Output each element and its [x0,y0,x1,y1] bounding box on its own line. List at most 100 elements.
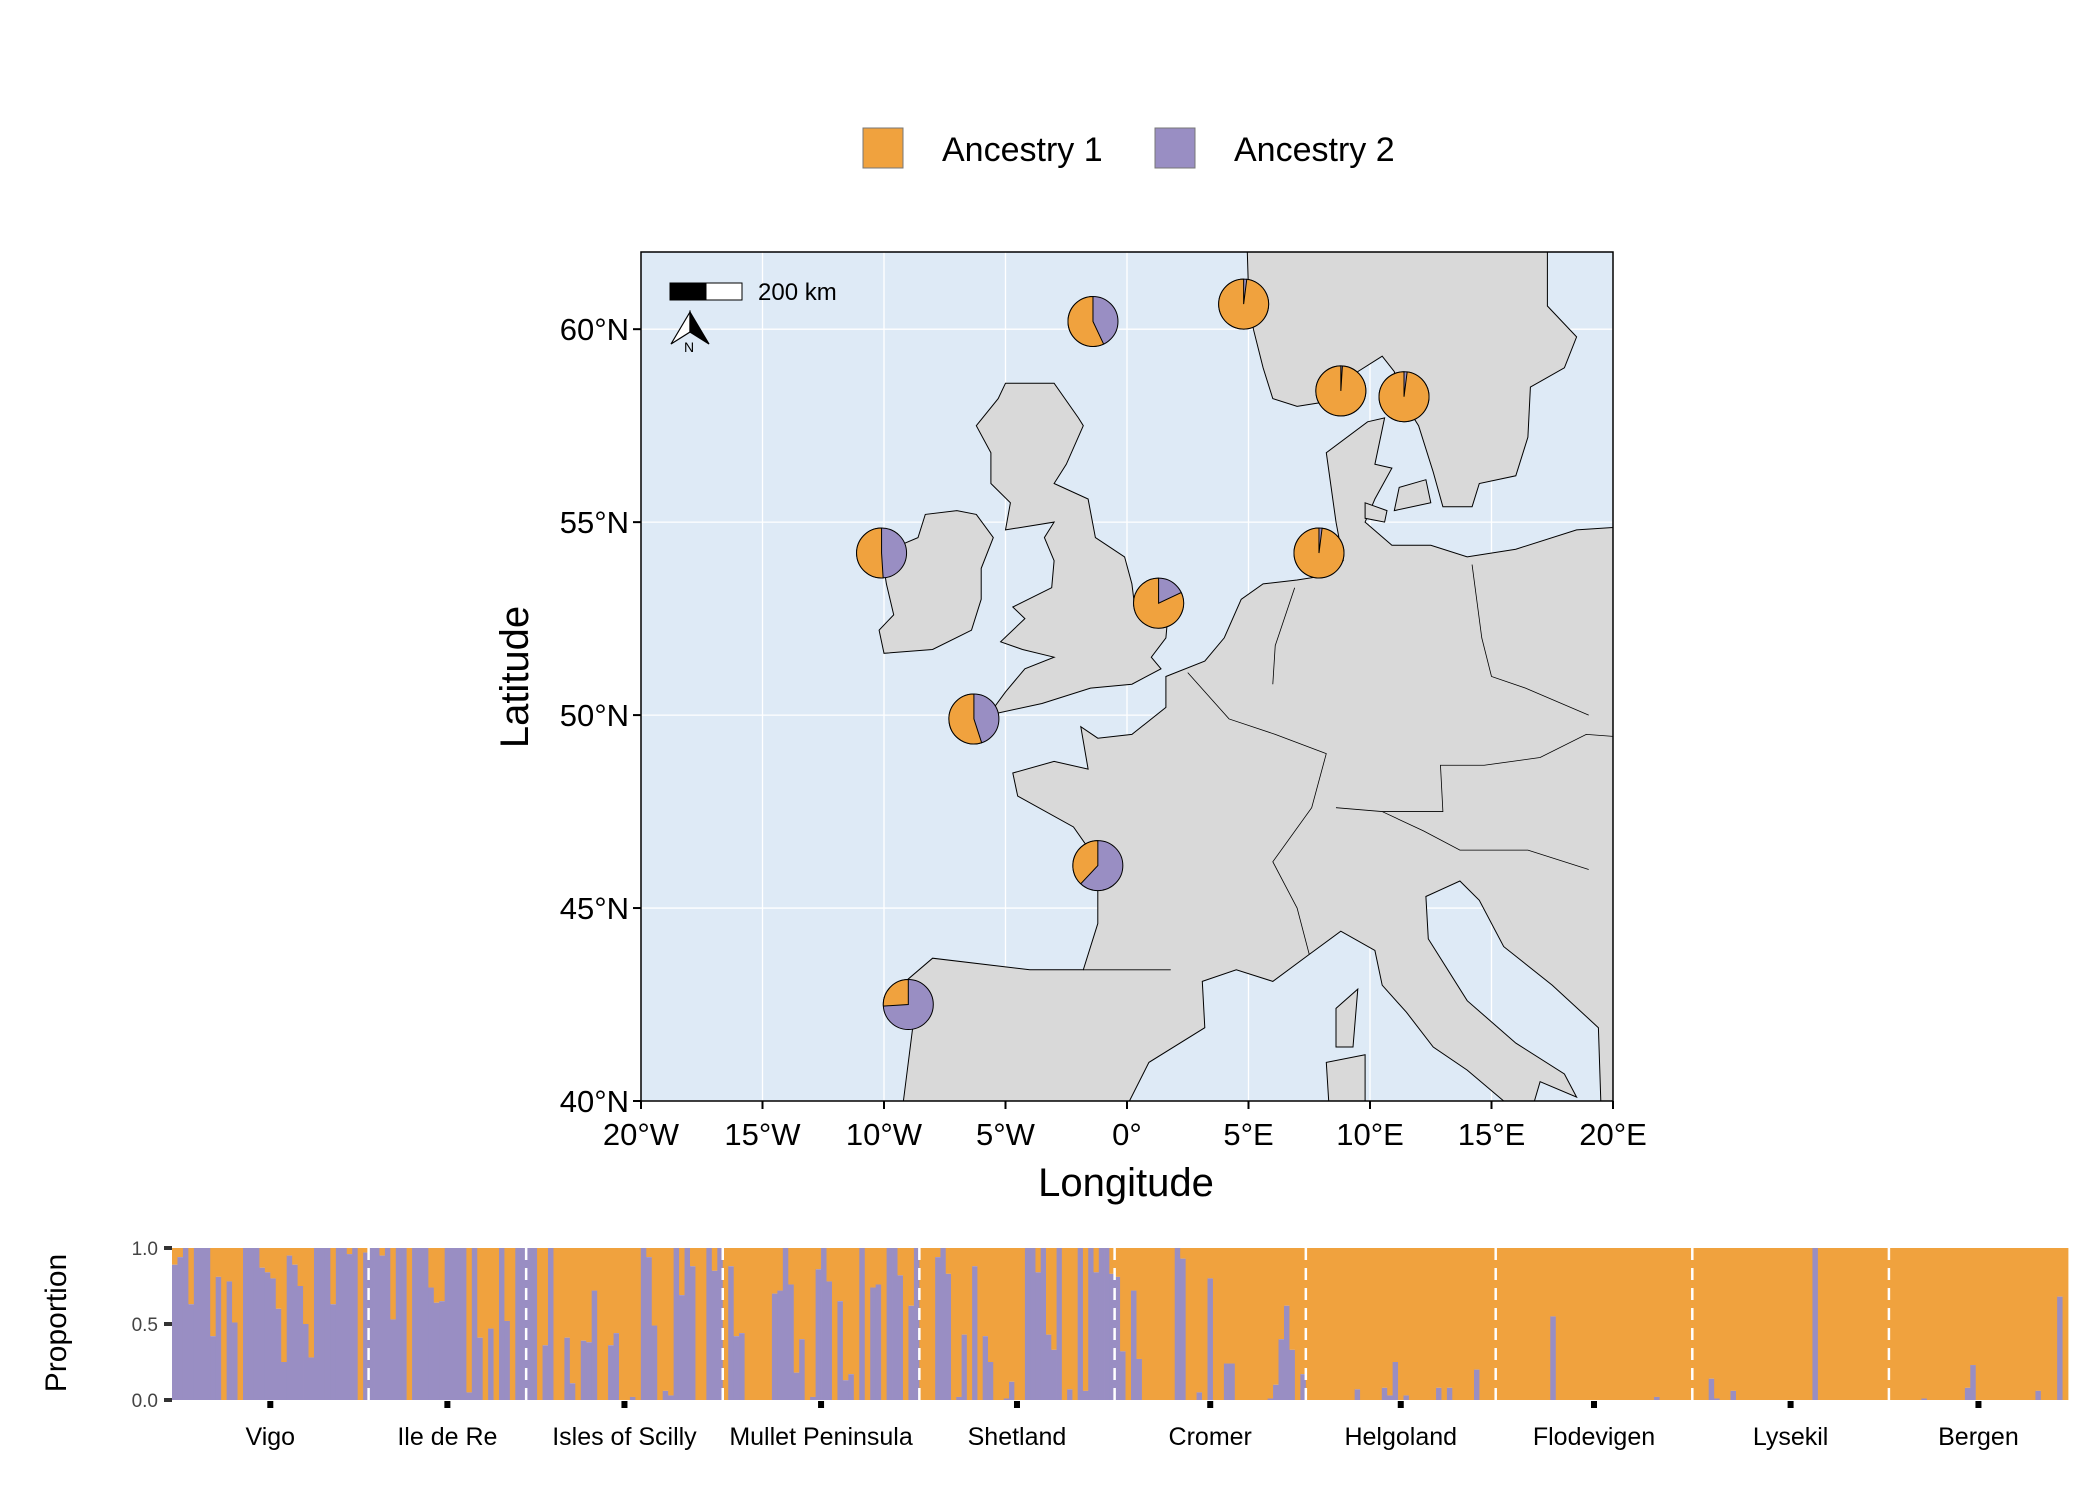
legend-label-ancestry-1: Ancestry 1 [942,131,1103,169]
bar-ancestry-1 [1360,1248,1366,1400]
bar-ancestry-1 [1670,1248,1677,1400]
bar-ancestry-1 [635,1248,642,1400]
bar-ancestry-1 [215,1248,222,1277]
bar-ancestry-1 [1572,1248,1579,1400]
bar-ancestry-2 [444,1248,451,1400]
population-cromer [1114,1248,1307,1400]
bar-ancestry-1 [177,1248,184,1258]
bar-ancestry-1 [1202,1248,1208,1400]
bar-ancestry-2 [215,1276,222,1400]
bar-ancestry-2 [466,1392,473,1400]
bar-ancestry-1 [292,1248,299,1265]
x-tick-label: 5°W [976,1117,1036,1152]
bar-ancestry-1 [848,1248,855,1375]
bar-ancestry-1 [330,1248,337,1305]
bar-ancestry-1 [346,1248,353,1255]
bar-ancestry-2 [1921,1398,1928,1400]
legend-key-ancestry-2 [1154,127,1196,169]
bar-ancestry-1 [1311,1248,1318,1400]
bar-ancestry-1 [870,1248,877,1288]
bar-ancestry-1 [831,1248,838,1400]
bar-ancestry-1 [760,1248,767,1400]
bar-ancestry-1 [804,1248,811,1400]
bar-ancestry-2 [422,1248,429,1400]
bar-ancestry-1 [1659,1248,1666,1400]
bar-ancestry-1 [1964,1248,1971,1388]
bar-ancestry-2 [270,1278,277,1400]
bar-ancestry-1 [1828,1248,1835,1400]
bar-ancestry-1 [1577,1248,1584,1400]
bar-ancestry-1 [1046,1248,1052,1335]
bar-ancestry-2 [1136,1358,1143,1400]
bar-ancestry-1 [2051,1248,2058,1400]
bar-ancestry-1 [1019,1248,1026,1400]
population-ile-de-re [368,1248,527,1400]
bar-ancestry-1 [2040,1248,2047,1400]
bar-ancestry-1 [1986,1248,1993,1400]
bar-ancestry-1 [755,1248,762,1400]
x-tick-label: 20°E [1579,1117,1647,1152]
bar-ancestry-1 [998,1248,1005,1400]
bar-ancestry-1 [210,1248,217,1337]
bar-ancestry-1 [542,1248,549,1346]
bar-ancestry-1 [1872,1248,1879,1400]
bar-ancestry-1 [1218,1248,1225,1400]
pie-slice-ancestry-1 [882,979,909,1007]
bar-ancestry-2 [324,1248,331,1400]
structure-barplot: Vigo Ile de Re Isles of Scilly Mullet Penin… [132,1239,2069,1451]
bar-ancestry-2 [450,1248,456,1400]
bar-ancestry-1 [597,1248,604,1400]
country-border [1187,672,1327,955]
bar-ancestry-2 [640,1248,647,1400]
population-label: Cromer [1169,1423,1252,1451]
bar-ancestry-1 [1136,1248,1143,1359]
bar-ancestry-2 [352,1248,359,1400]
bar-ancestry-1 [2057,1248,2063,1297]
pie-slice-ancestry-1 [1218,278,1270,330]
bar-ancestry-2 [673,1248,680,1400]
x-tick [1787,1401,1794,1408]
bar-ancestry-1 [1468,1248,1475,1400]
bar-ancestry-1 [1790,1248,1797,1400]
bar-ancestry-2 [788,1284,795,1400]
bar-ancestry-1 [1615,1248,1622,1400]
bar-ancestry-2 [1708,1378,1715,1400]
bar-ancestry-1 [1910,1248,1917,1400]
bar-ancestry-2 [987,1362,994,1400]
bar-ancestry-1 [1626,1248,1633,1400]
bar-ancestry-2 [591,1290,598,1400]
bar-ancestry-2 [1098,1248,1105,1400]
bar-ancestry-1 [662,1248,669,1391]
bar-ancestry-2 [569,1383,576,1400]
bar-ancestry-1 [1632,1248,1639,1400]
bar-ancestry-1 [1163,1248,1170,1400]
bar-ancestry-1 [1003,1248,1010,1399]
bar-ancestry-2 [1223,1363,1230,1400]
bar-ancestry-2 [848,1374,855,1400]
bar-ancestry-2 [1051,1349,1057,1400]
pie-slice-ancestry-1 [856,527,884,579]
bar-ancestry-2 [286,1255,293,1400]
bar-ancestry-1 [1937,1248,1944,1400]
bar-ancestry-1 [679,1248,685,1296]
bar-ancestry-1 [1763,1248,1770,1400]
bar-ancestry-2 [842,1380,849,1400]
bar-ancestry-1 [1867,1248,1873,1400]
bar-ancestry-2 [799,1339,806,1400]
country-border [1272,587,1296,685]
bar-ancestry-1 [864,1248,871,1400]
bar-ancestry-2 [548,1248,554,1400]
bar-ancestry-1 [853,1248,860,1400]
bar-ancestry-2 [935,1257,941,1400]
x-tick [1207,1401,1214,1408]
bar-ancestry-1 [1686,1248,1693,1400]
bar-ancestry-1 [1398,1248,1404,1400]
bar-ancestry-1 [1981,1248,1987,1400]
legend-key-ancestry-1 [862,127,904,169]
x-tick [1975,1401,1982,1408]
bar-ancestry-1 [1289,1248,1296,1350]
bar-ancestry-1 [1273,1248,1279,1385]
bar-ancestry-2 [1035,1272,1042,1400]
bar-ancestry-1 [2030,1248,2036,1400]
bar-ancestry-1 [618,1248,625,1400]
